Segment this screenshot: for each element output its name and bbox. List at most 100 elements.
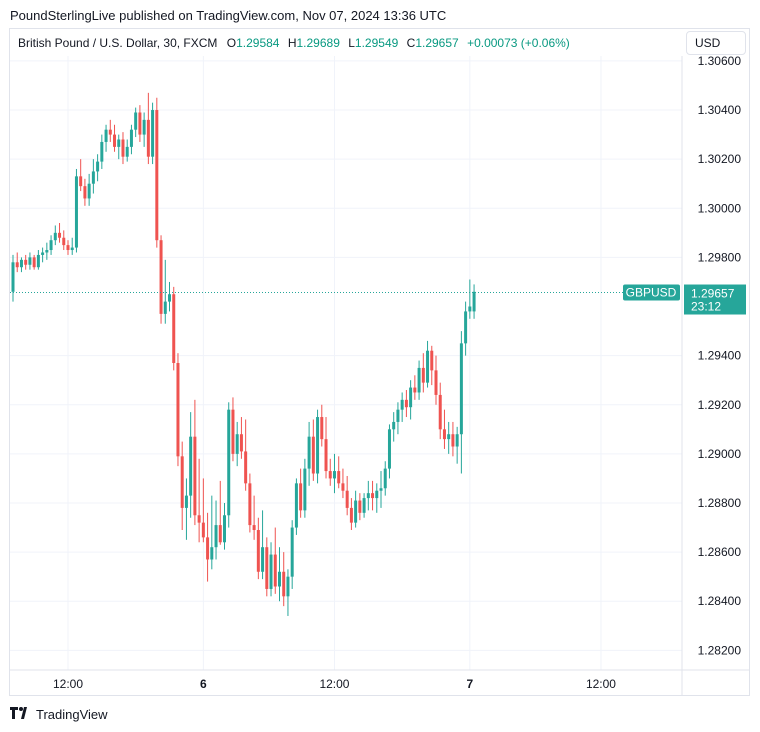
price-tick-label: 1.28200 (698, 643, 742, 657)
candle-up (100, 134, 104, 169)
currency-button[interactable]: USD (686, 31, 746, 55)
candle-down (83, 178, 87, 206)
published-caption: PoundSterlingLive published on TradingVi… (10, 8, 447, 23)
candle-up (459, 331, 463, 474)
candle-down (349, 498, 353, 531)
candle-body (303, 468, 307, 511)
price-tick-label: 1.30400 (698, 103, 742, 117)
candle-body (282, 571, 286, 597)
candle-down (299, 468, 303, 518)
candle-body (180, 456, 184, 508)
candle-body (358, 500, 362, 513)
candle-body (434, 370, 438, 395)
high-label: H (287, 36, 297, 50)
candle-up (70, 237, 74, 255)
candle-up (151, 102, 155, 165)
candle-up (227, 402, 231, 528)
candle-up (387, 424, 391, 479)
tradingview-brand: TradingView (10, 707, 108, 722)
chart-frame (9, 28, 750, 696)
candle-down (197, 458, 201, 543)
candle-body (362, 498, 366, 513)
candle-down (273, 527, 277, 594)
candle-body (290, 527, 294, 577)
time-tick-label: 12:00 (319, 677, 349, 691)
symbol-tag (623, 284, 680, 301)
candle-body (91, 171, 95, 184)
candle-up (129, 124, 133, 155)
candle-up (117, 134, 121, 160)
candle-up (294, 478, 298, 535)
candle-body (375, 490, 379, 499)
candle-up (400, 392, 404, 422)
price-axis: 1.28200 1.28400 1.28600 1.28800 1.29000 1.292… (698, 54, 742, 657)
candle-body (366, 493, 370, 499)
candle-body (96, 161, 100, 172)
candle-body (248, 483, 252, 526)
candle-body (332, 471, 336, 479)
candle-down (421, 353, 425, 393)
candle-up (134, 107, 138, 138)
candle-body (265, 547, 269, 589)
candle-body (451, 434, 455, 447)
candle-up (104, 124, 108, 152)
change-value: +0.00073 (+0.06%) (467, 36, 570, 50)
candle-down (451, 421, 455, 457)
candle-body (45, 250, 49, 253)
candle-down (155, 97, 159, 248)
candle-down (341, 468, 345, 499)
candle-up (472, 284, 476, 319)
candle-down (79, 159, 83, 192)
candle-up (53, 225, 57, 246)
candle-up (223, 502, 226, 550)
candle-body (184, 495, 188, 508)
candle-body (36, 254, 40, 268)
candle-down (146, 92, 150, 165)
candle-down (121, 132, 125, 165)
candle-body (442, 429, 446, 440)
tradingview-brand-name: TradingView (36, 707, 108, 722)
candle-down (66, 240, 70, 255)
candle-body (146, 119, 150, 157)
candle-down (218, 480, 222, 545)
candle-body (273, 554, 277, 587)
candle-up (142, 112, 146, 147)
candle-body (231, 409, 235, 454)
candle-up (396, 402, 400, 435)
candle-body (201, 522, 205, 538)
candle-down (413, 375, 417, 400)
candle-body (421, 367, 425, 383)
candle-body (41, 252, 45, 255)
candle-up (235, 421, 239, 467)
candle-body (104, 129, 108, 142)
price-tick-label: 1.29000 (698, 447, 742, 461)
candle-body (244, 451, 248, 484)
candle-up (184, 478, 188, 540)
candle-up (375, 483, 379, 513)
candle-up (447, 421, 451, 454)
candle-body (354, 500, 358, 523)
candle-body (341, 483, 345, 491)
candle-body (134, 112, 138, 130)
close-label: C (406, 36, 416, 50)
candle-up (214, 500, 218, 560)
candle-body (87, 183, 91, 199)
candle-body (430, 350, 434, 371)
countdown-label: 23:12 (691, 300, 721, 314)
candle-up (354, 490, 358, 528)
candle-up (189, 412, 193, 518)
candle-down (201, 478, 205, 543)
candle-down (15, 252, 19, 273)
candle-up (163, 259, 167, 324)
price-tick-label: 1.29200 (698, 398, 742, 412)
candle-up (392, 412, 396, 442)
candle-up (426, 340, 430, 388)
candle-body (151, 110, 155, 157)
candle-body (28, 257, 32, 265)
candle-body (468, 306, 472, 312)
candle-down (113, 124, 117, 152)
time-tick-label: 7 (466, 677, 473, 691)
candle-body (392, 421, 396, 430)
candle-body (168, 294, 172, 302)
